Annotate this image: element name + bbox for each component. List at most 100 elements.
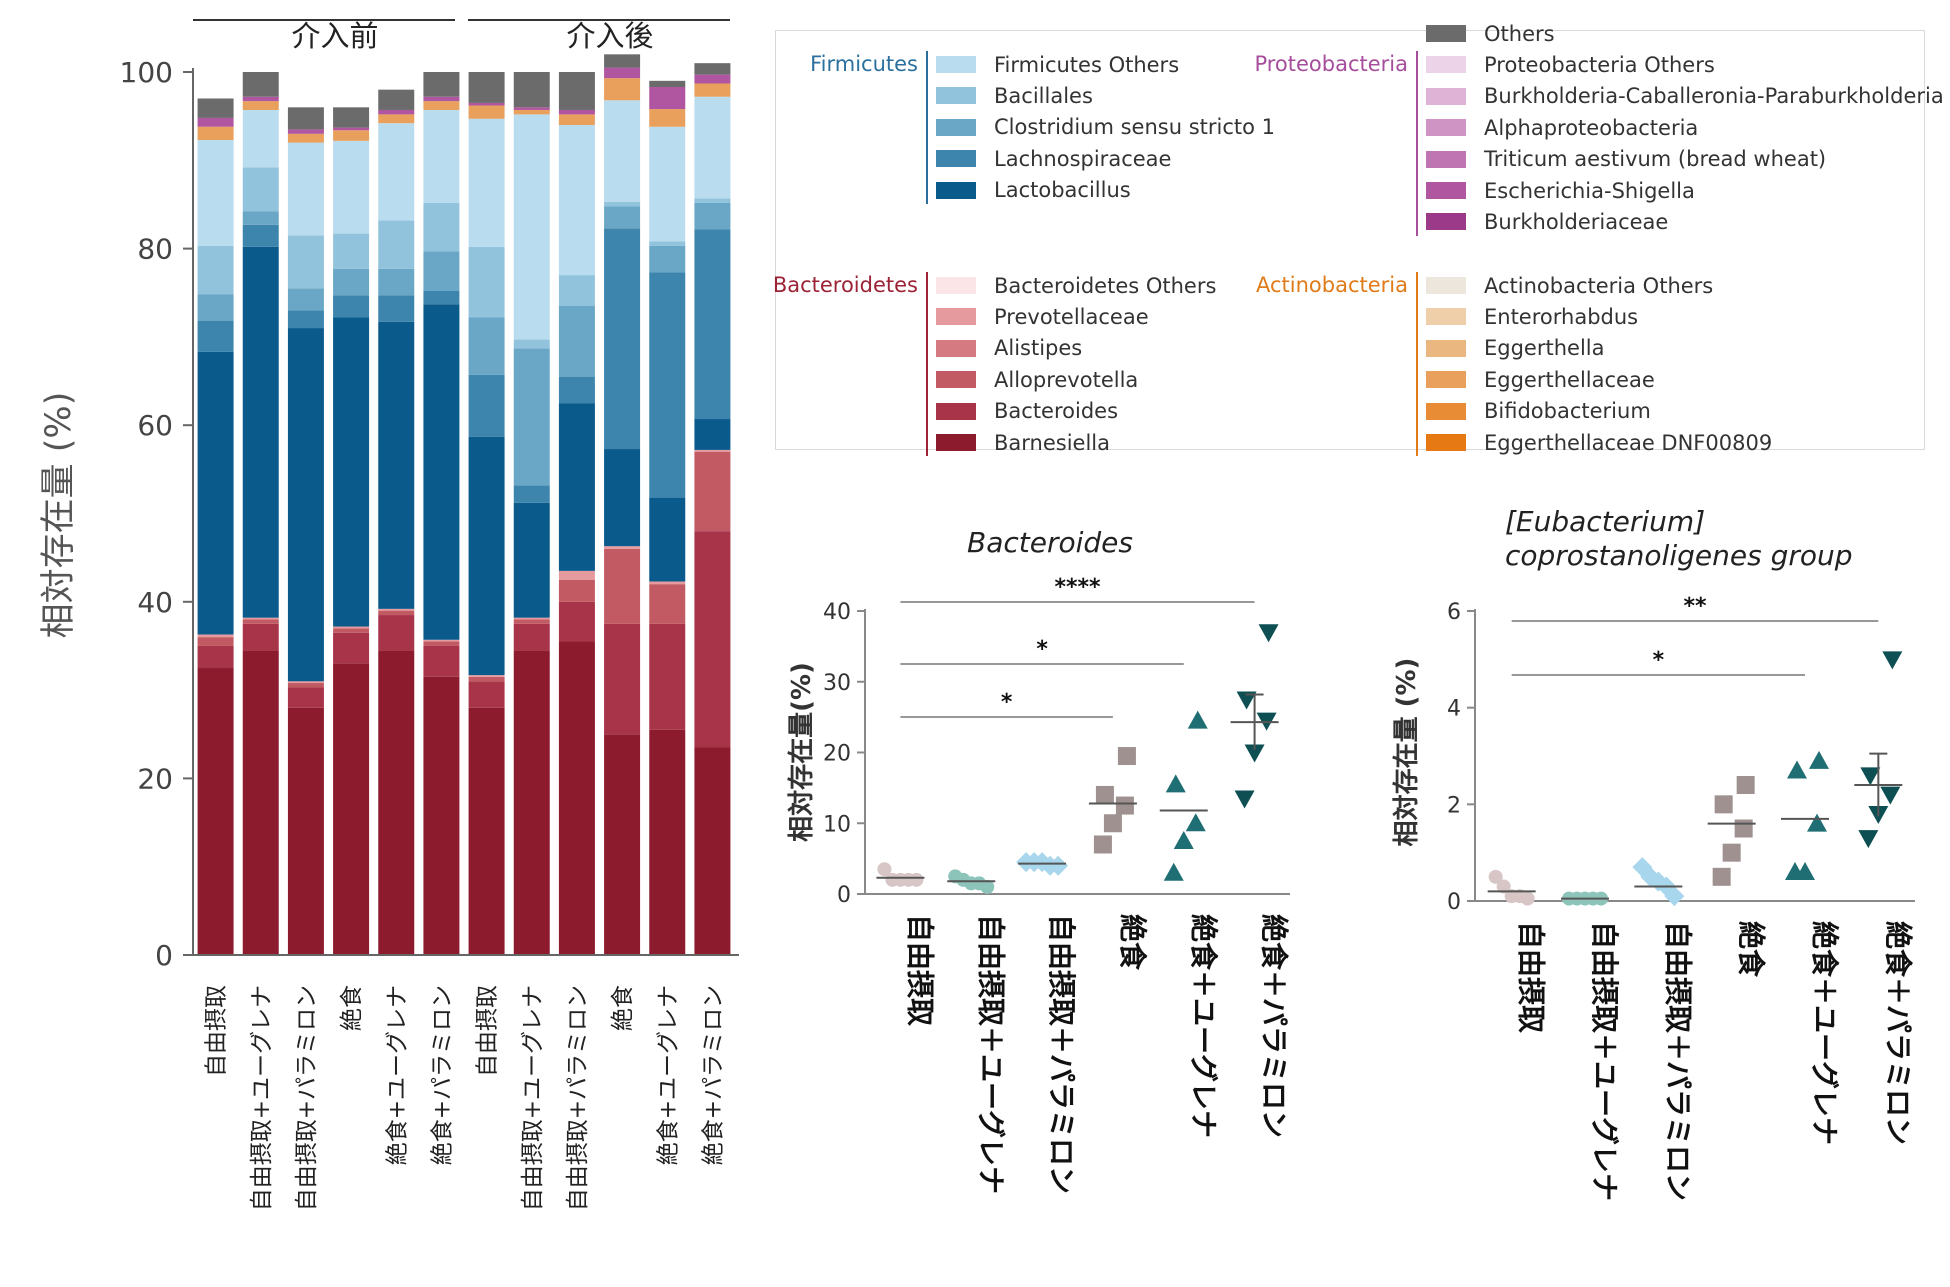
- scatter-category-label: 自由摂取: [1515, 921, 1548, 1033]
- bar-category-label: 絶食+パラミロン: [700, 985, 726, 1165]
- legend-label: Lachnospiraceae: [994, 146, 1172, 171]
- bar-segment: [287, 687, 324, 708]
- legend-item: Alloprevotella: [936, 364, 1138, 395]
- bar-y-tick-label: 80: [137, 233, 173, 266]
- bar-segment: [242, 101, 279, 110]
- legend-swatch: [936, 371, 976, 389]
- bar-segment: [694, 229, 731, 420]
- scatter-point: [1520, 891, 1535, 906]
- bar-segment: [649, 87, 686, 110]
- bar-segment: [649, 241, 686, 246]
- bar-segment: [378, 608, 415, 611]
- scatter-category-label: 自由摂取＋パラミロン: [1661, 921, 1694, 1201]
- bar-segment: [558, 579, 595, 602]
- scatter-point: [1234, 790, 1255, 809]
- bacteroides-chart-title: Bacteroides: [967, 526, 1133, 559]
- scatter-y-tick-label: 20: [823, 742, 851, 767]
- bar-segment: [604, 100, 641, 202]
- legend-phylum-label: Actinobacteria: [1255, 273, 1408, 297]
- legend-swatch: [1426, 56, 1466, 74]
- bar-segment: [513, 339, 550, 349]
- bar-segment: [242, 619, 279, 624]
- bar-marks: [197, 54, 731, 955]
- legend-item: Eggerthellaceae: [1426, 364, 1655, 395]
- bar-category-label: 絶食+パラミロン: [429, 985, 455, 1165]
- scatter-y-tick-label: 0: [837, 883, 851, 908]
- bar-segment: [694, 449, 731, 452]
- bar-segment: [333, 626, 370, 629]
- bar-segment: [333, 233, 370, 269]
- legend-item: Clostridium sensu stricto 1: [936, 112, 1275, 143]
- scatter-point: [1496, 879, 1511, 894]
- legend-swatch: [1426, 434, 1466, 451]
- legend: Firmicutes Firmicutes Others Bacillales Clo…: [773, 22, 1944, 457]
- bar-segment: [333, 632, 370, 664]
- scatter-y-tick-label: 10: [823, 812, 851, 837]
- scatter-point: [1244, 744, 1265, 763]
- bar-segment: [694, 747, 731, 955]
- bar-y-axis-label: 相対存在量 (%): [39, 392, 79, 639]
- scatter-category-label: 自由摂取＋パラミロン: [1045, 914, 1078, 1194]
- bar-group-label-before: 介入前: [291, 19, 378, 53]
- scatter-point: [1860, 767, 1881, 786]
- bar-segment: [558, 403, 595, 571]
- bar-segment: [513, 485, 550, 503]
- bar-segment: [378, 615, 415, 651]
- significance-label: ****: [1054, 575, 1101, 600]
- bar-segment: [649, 109, 686, 127]
- legend-item: Lachnospiraceae: [936, 143, 1171, 174]
- bar-segment: [649, 126, 686, 242]
- bacteroides-scatter-chart: Bacteroides 相対存在量(%) 0 10 20 30 40 自由摂取 自由摂取＋ユ…: [787, 526, 1290, 1194]
- bar-segment: [333, 130, 370, 141]
- bar-segment: [513, 348, 550, 486]
- bar-segment: [468, 105, 505, 119]
- bar-segment: [378, 109, 415, 115]
- bar-segment: [287, 133, 324, 143]
- legend-label: Bifidobacterium: [1484, 399, 1651, 424]
- legend-item: Prevotellaceae: [936, 301, 1149, 332]
- legend-label: Bacteroides: [994, 399, 1119, 424]
- legend-swatch: [1426, 119, 1466, 137]
- scatter-point: [1093, 835, 1112, 854]
- legend-item: Enterorhabdus: [1426, 301, 1638, 332]
- bar-segment: [197, 245, 234, 295]
- scatter-point: [1714, 795, 1733, 814]
- bar-segment: [242, 167, 279, 212]
- bar-category-label: 自由摂取+ユーグレナ: [249, 985, 275, 1211]
- bar-category-label: 絶食: [339, 985, 365, 1031]
- bar-category-label: 自由摂取: [475, 985, 501, 1077]
- bar-category-label: 絶食+ユーグレナ: [384, 985, 410, 1165]
- legend-phylum-bracket: [926, 51, 928, 204]
- bar-segment: [197, 139, 234, 246]
- bar-segment: [649, 623, 686, 730]
- bar-segment: [558, 376, 595, 404]
- bar-segment: [423, 290, 460, 305]
- bar-segment: [378, 114, 415, 124]
- bar-segment: [649, 584, 686, 624]
- bar-segment: [378, 268, 415, 296]
- scatter-point: [1664, 886, 1685, 907]
- legend-swatch: [1426, 371, 1466, 389]
- scatter-y-tick-label: 30: [823, 671, 851, 696]
- legend-swatch: [1426, 339, 1466, 357]
- bar-segment: [604, 206, 641, 229]
- bar-segment: [197, 117, 234, 127]
- bar-segment: [423, 251, 460, 291]
- bar-segment: [287, 107, 324, 130]
- bar-segment: [468, 676, 505, 682]
- bar-segment: [468, 246, 505, 318]
- bar-segment: [649, 245, 686, 273]
- bar-segment: [333, 140, 370, 234]
- bar-segment: [649, 80, 686, 88]
- scatter-category-label: 絶食＋パラミロン: [1881, 921, 1914, 1145]
- scatter-point: [1117, 747, 1136, 766]
- scatter-category-label: 絶食＋パラミロン: [1258, 914, 1290, 1138]
- bar-segment: [694, 531, 731, 748]
- scatter-point: [1163, 862, 1184, 881]
- bar-segment: [604, 67, 641, 79]
- bar-segment: [468, 118, 505, 247]
- legend-phylum-bracket: [1416, 51, 1418, 236]
- bar-segment: [378, 321, 415, 609]
- legend-label: Enterorhabdus: [1484, 304, 1639, 329]
- bar-category-label: 自由摂取+パラミロン: [565, 985, 591, 1211]
